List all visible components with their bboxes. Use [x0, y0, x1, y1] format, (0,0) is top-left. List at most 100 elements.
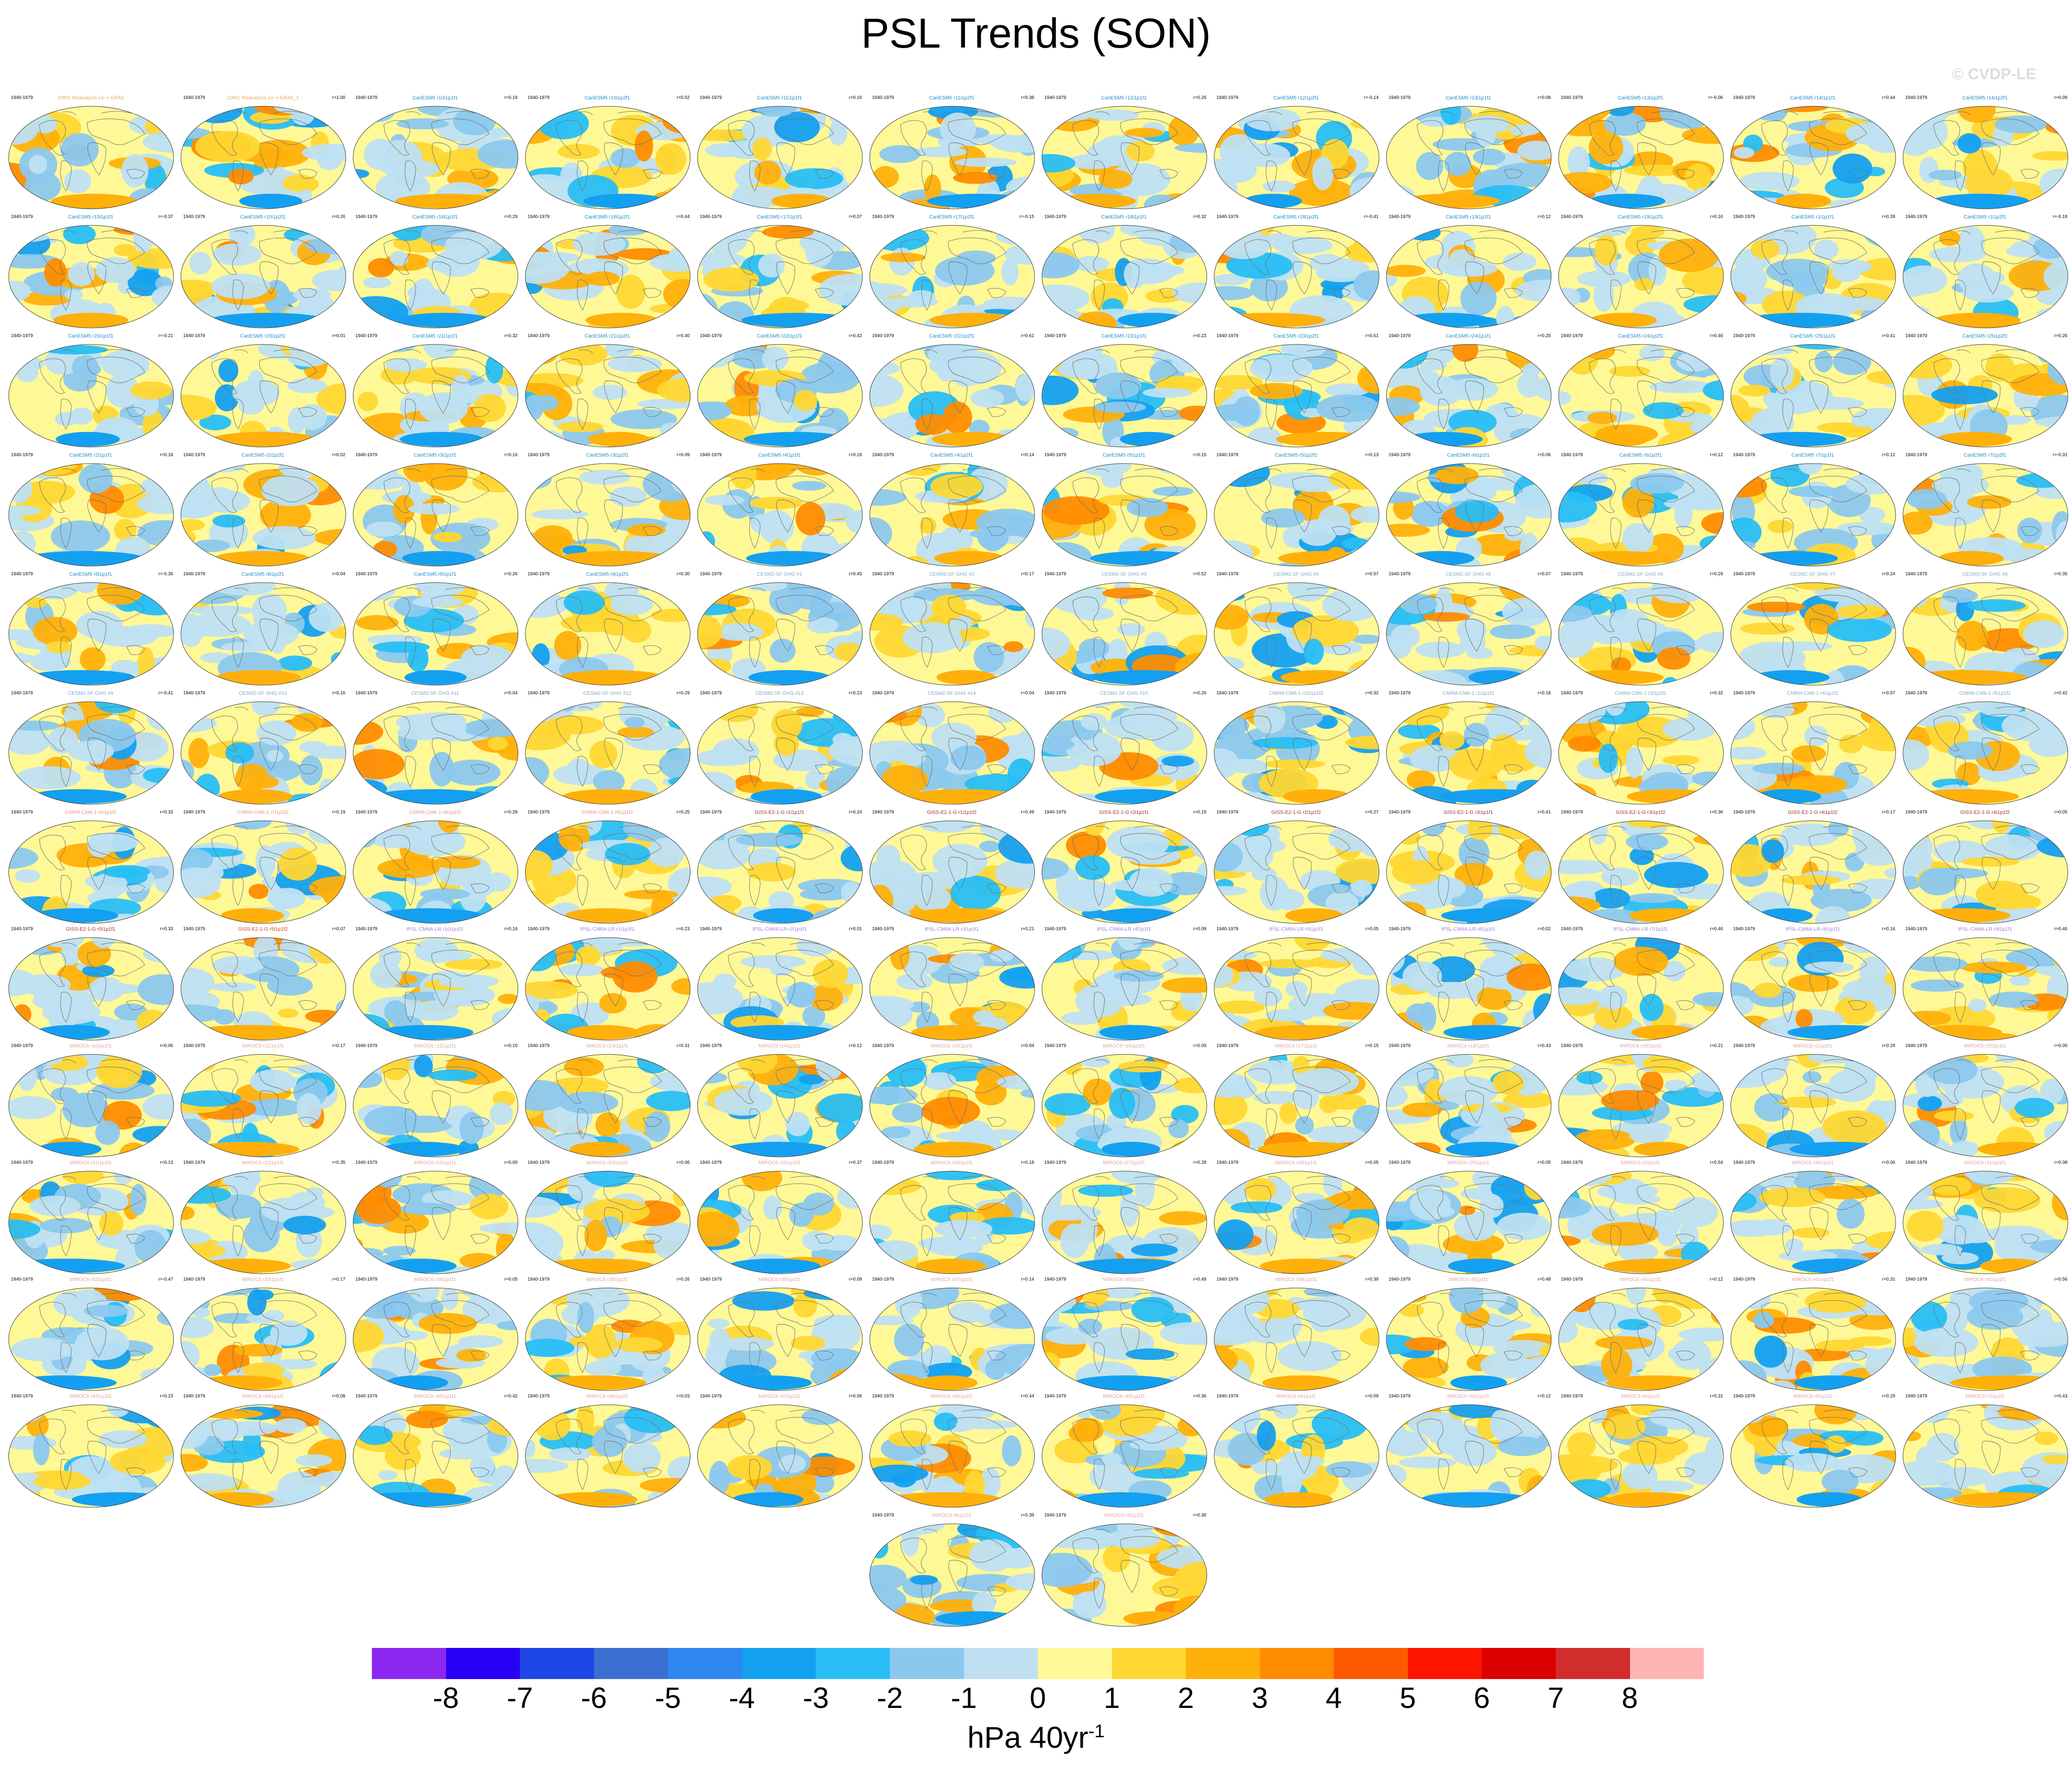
trend-contour	[44, 258, 67, 287]
coastline	[578, 111, 648, 115]
trend-contour	[121, 154, 149, 188]
coastline	[87, 237, 145, 264]
coastline	[556, 239, 583, 275]
map-projection	[525, 225, 691, 328]
trend-contour	[283, 1216, 326, 1234]
map-panel: 1940-1979 CanESM5 r16i1p2f1 r=0.44	[522, 213, 692, 331]
map-panel: 1940-1979 CanESM5 r20i1p2f1 r=0.01	[178, 332, 348, 450]
coastline	[577, 279, 589, 311]
map-projection	[1386, 1054, 1552, 1157]
trend-contour	[1975, 880, 2028, 908]
panel-header: 1940-1979 CESM2-SF GHG #12 r=0.29	[522, 689, 692, 698]
map-projection	[1730, 937, 1896, 1041]
coastline	[259, 738, 278, 771]
coastline	[948, 142, 967, 175]
panel-period: 1940-1979	[1389, 453, 1411, 458]
trend-contour	[1662, 718, 1716, 741]
trend-contour	[1214, 106, 1268, 111]
trend-contour	[2043, 262, 2068, 292]
trend-contour	[353, 538, 361, 555]
trend-contour	[1285, 908, 1343, 923]
coastline	[776, 142, 795, 175]
panel-period: 1940-1979	[1044, 572, 1066, 577]
map-outline	[1903, 106, 2068, 209]
trend-contour	[915, 414, 949, 435]
panel-correlation: r=-0.37	[158, 214, 173, 219]
trend-contour	[1464, 723, 1489, 747]
trend-contour	[1479, 1194, 1504, 1218]
map-projection	[697, 701, 863, 805]
trend-contour	[42, 1000, 101, 1025]
trend-contour	[1643, 402, 1684, 419]
trend-contour	[489, 1030, 518, 1040]
trend-contour	[829, 225, 850, 238]
trend-contour	[1095, 789, 1186, 804]
coastline	[1265, 875, 1277, 906]
map-projection	[697, 1171, 863, 1274]
coastline	[604, 833, 662, 860]
coastline	[126, 526, 145, 536]
coastline	[234, 468, 304, 473]
map-outline	[8, 820, 174, 924]
panel-correlation: r=0.46	[1710, 927, 1723, 932]
coastline	[1072, 239, 1099, 275]
map-projection	[353, 225, 518, 328]
map-outline	[353, 582, 518, 686]
coastline	[1331, 169, 1351, 179]
trend-contour	[1018, 1171, 1035, 1185]
coastline	[470, 645, 490, 655]
trend-contour	[1108, 638, 1128, 660]
coastline	[1292, 500, 1312, 533]
map-panel: 1940-1979 CNRM-CM6-1 r9i1p1f2 r=0.25	[522, 808, 692, 927]
map-projection	[1386, 463, 1552, 567]
panel-title: GISS-E2-1-G r1i1p1f1	[754, 810, 805, 815]
panel-header: 1940-1979 GISS-E2-1-G r5i1p1f2 r=0.07	[178, 925, 348, 934]
coastline	[1848, 764, 1867, 774]
trend-contour	[130, 1184, 147, 1216]
trend-contour	[1956, 621, 1988, 651]
coastline	[259, 262, 278, 295]
trend-contour	[1274, 562, 1308, 566]
trend-contour	[671, 828, 690, 844]
trend-contour	[1407, 551, 1474, 566]
trend-contour	[870, 374, 904, 407]
coastline	[728, 596, 755, 632]
map-projection	[525, 1171, 691, 1274]
map-panel: 1940-1979 CanESM5 r9i1p1f1 r=0.26	[350, 570, 520, 688]
map-outline	[1558, 582, 1724, 686]
trend-contour	[1568, 736, 1601, 752]
trend-contour	[218, 789, 293, 804]
trend-contour	[370, 961, 402, 989]
trend-contour	[1787, 775, 1848, 794]
coastline	[776, 237, 834, 264]
panel-header: 1940-1979 CanESM5 r16i1p1f1 r=0.29	[350, 213, 520, 222]
panel-correlation: r=0.54	[1710, 1160, 1723, 1165]
trend-contour	[17, 1062, 37, 1091]
panel-header: 1940-1979 IPSL-CM6A-LR r8i1p1f1 r=0.16	[1728, 925, 1898, 934]
map-outline	[1903, 344, 2068, 447]
trend-contour	[1336, 858, 1379, 885]
trend-contour	[140, 555, 171, 566]
trend-contour	[1004, 1140, 1035, 1157]
trend-contour	[870, 489, 906, 506]
trend-contour	[698, 668, 719, 685]
trend-contour	[1214, 1129, 1250, 1157]
map-projection	[1041, 344, 1207, 447]
panel-title: GISS-E2-1-G r1i1p1f2	[927, 810, 977, 815]
trend-contour	[1677, 353, 1713, 372]
panel-header: 1940-1979 CanESM5 r12i1p1f1 r=0.26	[1039, 94, 1209, 103]
panel-correlation: r=0.17	[332, 1277, 345, 1282]
coastline	[1465, 262, 1484, 295]
panel-correlation: r=-0.06	[1708, 95, 1723, 100]
trend-contour	[1439, 731, 1465, 750]
map-panel: 1940-1979 IPSL-CM6A-LR r2i1p1f1 r=0.01	[694, 925, 865, 1043]
map-panel: 1940-1979 CanESM5 r18i1p2f1 r=-0.41	[1211, 213, 1381, 331]
trend-contour	[1292, 615, 1359, 647]
trend-contour	[834, 642, 862, 661]
panel-period: 1940-1979	[528, 214, 550, 219]
panel-period: 1940-1979	[11, 95, 33, 100]
coastline	[948, 118, 1006, 145]
coastline	[60, 637, 72, 668]
coastline	[1956, 468, 2026, 473]
trend-contour	[1001, 258, 1019, 286]
